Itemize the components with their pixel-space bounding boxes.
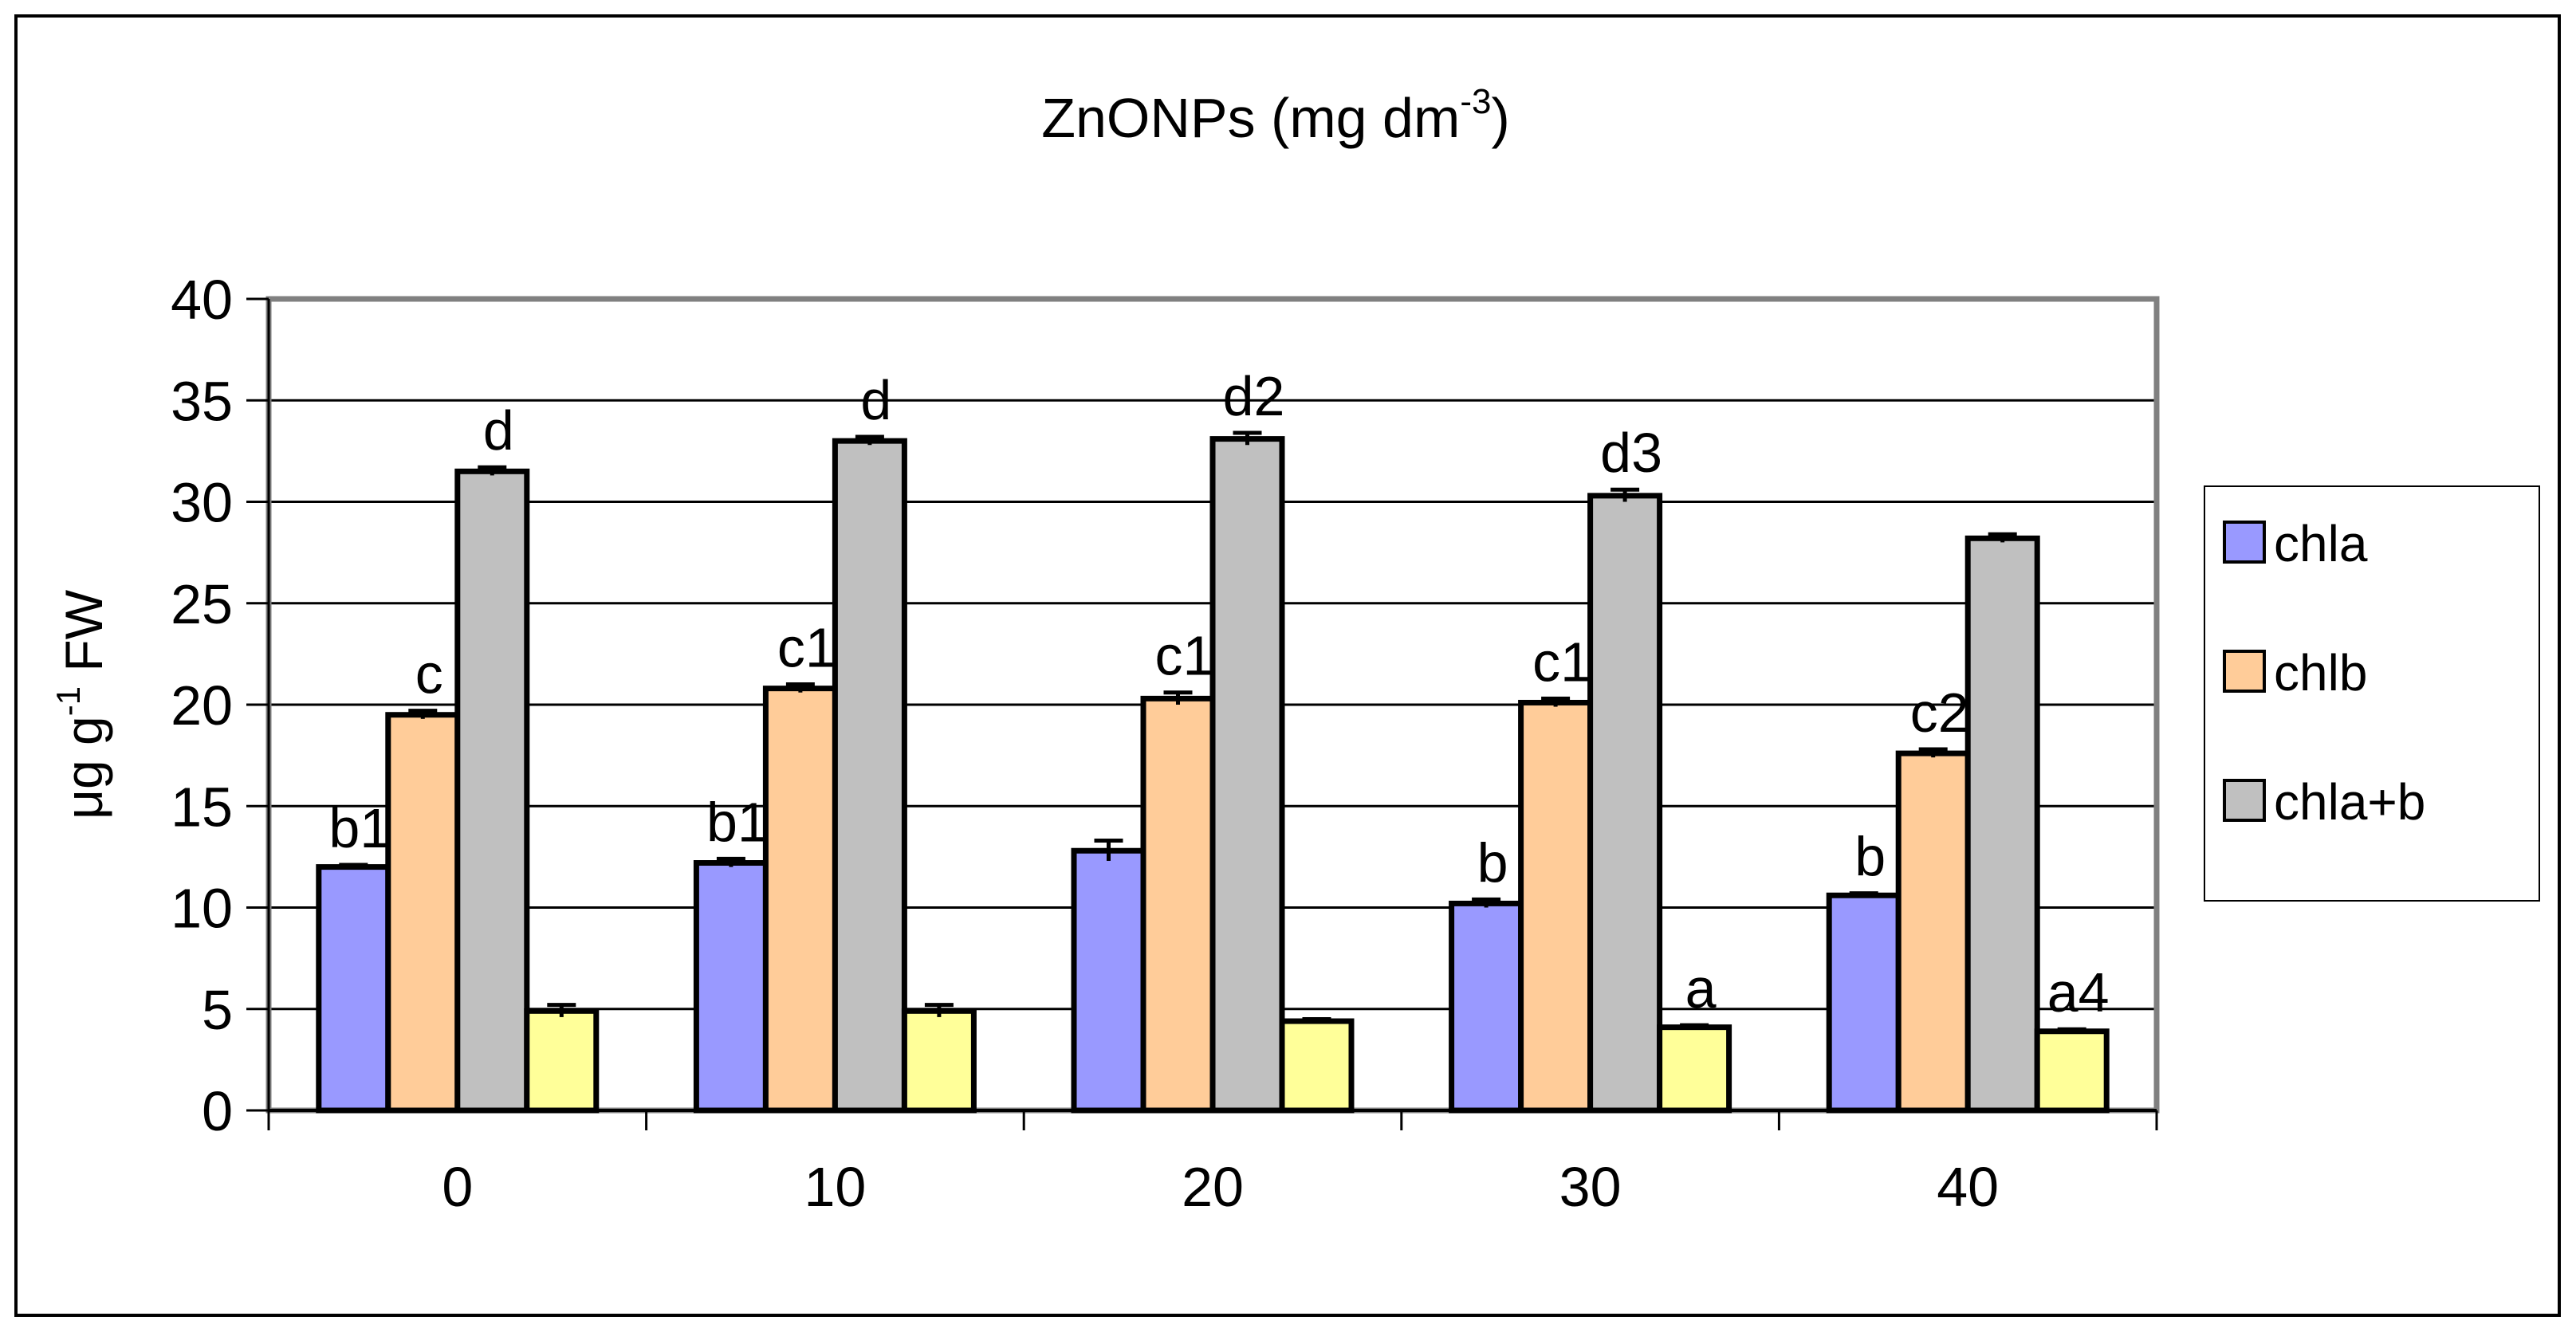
y-tick-label: 0 <box>202 1080 233 1142</box>
bar-series4-0 <box>524 1008 600 1114</box>
legend-box <box>2204 485 2540 902</box>
bar-chlb-10 <box>762 686 838 1114</box>
bar-chla+b-30 <box>1587 493 1663 1114</box>
y-tick-label: 5 <box>202 979 233 1041</box>
data-label: a <box>1685 957 1717 1020</box>
bars-layer: b1 c d b1 c1 d c1 d2 b c1 d3 a b c2 a4 <box>316 365 2110 1114</box>
data-label: c2 <box>1910 682 1969 744</box>
chart-title: ZnONPs (mg dm-3) <box>1041 82 1510 149</box>
legend-swatch-chla+b <box>2223 779 2266 822</box>
bar-chla-20 <box>1071 847 1146 1114</box>
data-label: d3 <box>1600 422 1662 484</box>
data-label: d <box>483 399 514 462</box>
y-tick-label: 20 <box>171 674 233 737</box>
data-label: b <box>1477 831 1508 894</box>
data-label: b1 <box>706 791 769 853</box>
bar-chla-30 <box>1449 900 1524 1114</box>
bar-chlb-0 <box>385 712 461 1114</box>
bar-chla-40 <box>1826 892 1902 1114</box>
x-tick-label: 20 <box>1182 1156 1244 1218</box>
y-tick-label: 40 <box>171 269 233 331</box>
data-label: b1 <box>328 797 391 859</box>
legend-swatch-chla <box>2223 521 2266 564</box>
data-label: c1 <box>1155 625 1214 687</box>
x-tick-label: 0 <box>442 1156 473 1218</box>
bar-series4-20 <box>1279 1018 1355 1114</box>
bar-series4-40 <box>2034 1028 2110 1114</box>
bar-chla+b-20 <box>1209 436 1285 1114</box>
data-label: c1 <box>777 617 836 679</box>
y-tick-label: 25 <box>171 573 233 635</box>
x-tick-label: 30 <box>1559 1156 1622 1218</box>
chart-background <box>14 14 2561 1317</box>
bar-chla+b-10 <box>832 438 907 1114</box>
axis-layer: 0 5 10 15 20 25 30 35 40 0 10 20 30 40 <box>171 269 2158 1218</box>
x-tick-label: 10 <box>804 1156 866 1218</box>
data-label: d <box>860 369 891 431</box>
y-tick-label: 15 <box>171 776 233 838</box>
legend-swatch-chlb <box>2223 650 2266 693</box>
bar-chla+b-0 <box>454 468 530 1114</box>
bar-chlb-40 <box>1895 750 1971 1114</box>
y-tick-label: 10 <box>171 878 233 940</box>
data-label: a4 <box>2047 961 2110 1024</box>
bar-series4-10 <box>901 1008 977 1114</box>
y-tick-label: 35 <box>171 370 233 432</box>
legend-label-chlb: chlb <box>2274 644 2367 701</box>
bar-chla-0 <box>316 864 391 1114</box>
bar-chla-10 <box>693 860 769 1114</box>
data-label: c1 <box>1532 631 1591 693</box>
legend-label-chla: chla <box>2274 515 2368 572</box>
legend: chla chlb chla+b <box>2204 485 2540 902</box>
bar-chlb-20 <box>1140 695 1216 1114</box>
legend-label-chla+b: chla+b <box>2274 773 2425 831</box>
data-label: c <box>415 643 443 705</box>
data-label: d2 <box>1223 365 1285 427</box>
y-tick-label: 30 <box>171 472 233 534</box>
bar-chlb-30 <box>1518 699 1594 1114</box>
bar-chla+b-40 <box>1964 535 2040 1114</box>
x-tick-label: 40 <box>1937 1156 1999 1218</box>
y-axis-label: μg g-1 FW <box>49 589 113 819</box>
data-label: b <box>1854 826 1886 888</box>
bar-series4-30 <box>1657 1024 1732 1114</box>
